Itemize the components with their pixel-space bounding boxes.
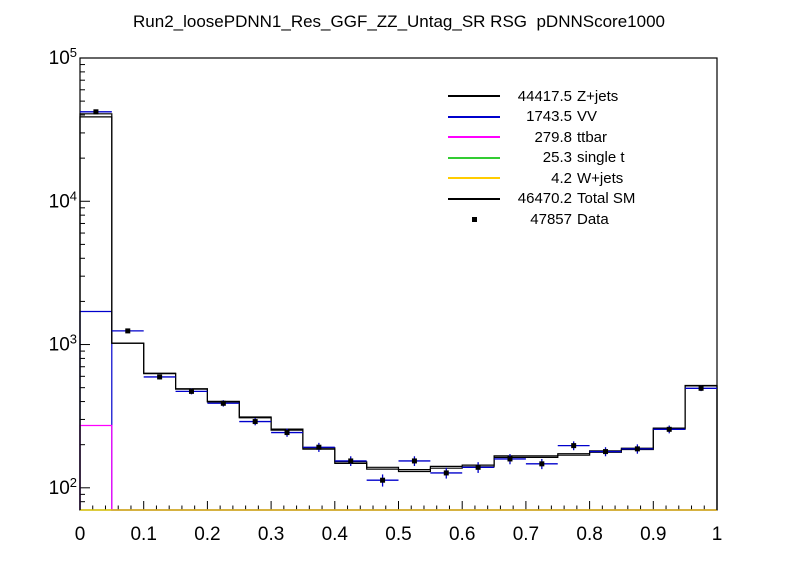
legend-row-single-t: 25.3 single t <box>440 148 635 169</box>
legend-yield: 25.3 <box>542 149 572 167</box>
legend-yield: 279.8 <box>534 128 572 146</box>
legend-row-wjets: 4.2 W+jets <box>440 168 635 189</box>
y-axis-labels: 102 103 104 105 <box>49 45 77 499</box>
plot-title: Run2_loosePDNN1_Res_GGF_ZZ_Untag_SR RSG … <box>133 12 665 31</box>
legend-label: W+jets <box>577 169 624 187</box>
svg-text:105: 105 <box>49 45 77 69</box>
wjets-line-swatch <box>448 168 500 189</box>
svg-text:0.4: 0.4 <box>322 524 349 545</box>
y-axis-ticks <box>80 57 90 511</box>
legend-label: VV <box>577 108 598 126</box>
data-markers <box>93 109 704 483</box>
legend-row-zjets: 44417.5 Z+jets <box>440 86 635 107</box>
svg-text:102: 102 <box>49 475 77 499</box>
legend-label: Z+jets <box>577 87 619 105</box>
svg-text:0.9: 0.9 <box>640 524 666 545</box>
legend-yield: 44417.5 <box>517 87 572 105</box>
ttbar-line-swatch <box>448 127 500 148</box>
svg-text:104: 104 <box>49 188 77 212</box>
legend-label: single t <box>577 149 625 167</box>
x-axis-labels: 0 0.1 0.2 0.3 0.4 0.5 0.6 0.7 0.8 0.9 1 <box>75 524 723 545</box>
svg-text:0.3: 0.3 <box>258 524 284 545</box>
zjets-line-swatch <box>448 86 500 107</box>
svg-text:1: 1 <box>712 524 723 545</box>
legend-yield: 47857 <box>530 210 572 228</box>
legend-row-vv: 1743.5 VV <box>440 107 635 128</box>
svg-text:0.2: 0.2 <box>194 524 220 545</box>
legend-yield: 4.2 <box>551 169 572 187</box>
vv-line-swatch <box>448 107 500 128</box>
total-sm-line-swatch <box>448 189 500 210</box>
legend: 44417.5 Z+jets 1743.5 VV 279.8 ttbar 25.… <box>440 86 635 230</box>
svg-text:0.1: 0.1 <box>130 524 156 545</box>
single-t-line-swatch <box>448 148 500 169</box>
svg-text:0.5: 0.5 <box>385 524 411 545</box>
legend-row-data: 47857 Data <box>440 209 635 230</box>
legend-yield: 46470.2 <box>517 190 572 208</box>
series-total-sm-histogram <box>79 113 718 510</box>
svg-text:0.6: 0.6 <box>449 524 475 545</box>
legend-row-ttbar: 279.8 ttbar <box>440 127 635 148</box>
legend-label: ttbar <box>577 128 608 146</box>
svg-text:0.7: 0.7 <box>513 524 539 545</box>
legend-row-total-sm: 46470.2 Total SM <box>440 189 635 210</box>
legend-yield: 1743.5 <box>526 108 572 126</box>
svg-text:103: 103 <box>49 332 77 356</box>
svg-text:0: 0 <box>75 524 86 545</box>
data-marker-swatch <box>448 209 500 230</box>
legend-label: Data <box>577 210 609 228</box>
x-axis-ticks <box>79 501 718 510</box>
legend-label: Total SM <box>577 190 636 208</box>
svg-text:0.8: 0.8 <box>576 524 602 545</box>
